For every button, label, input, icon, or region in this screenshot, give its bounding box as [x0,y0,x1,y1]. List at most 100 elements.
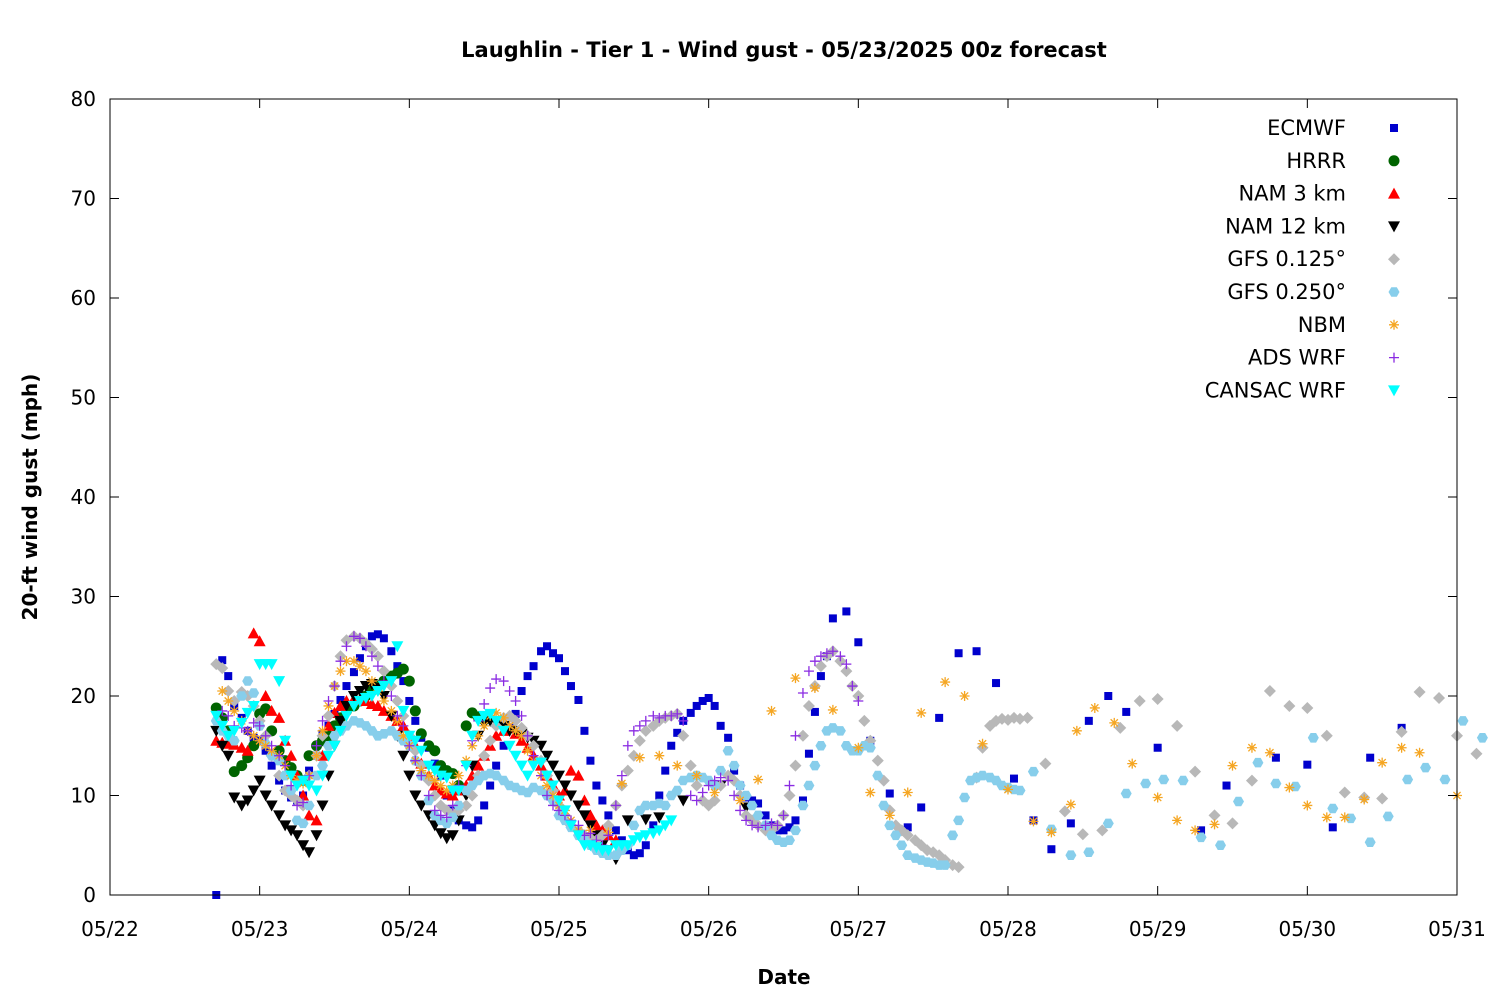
x-tick-label: 05/26 [680,917,738,941]
data-point-cansac-wrf [241,707,254,719]
data-point-cansac-wrf [602,845,615,857]
data-point-ecmwf [810,707,819,716]
data-point-ads-wrf [223,710,234,721]
data-point-gfs-0-125 [1171,719,1184,732]
data-point-nam-12-km [265,800,278,812]
data-point-gfs-0-125 [1338,786,1351,799]
data-point-gfs-0-125 [371,650,384,663]
data-point-ecmwf [1104,692,1113,700]
data-point-ecmwf [543,642,552,651]
data-point-gfs-0-250 [1327,803,1339,814]
data-point-nam-3-km [273,711,286,723]
data-point-nam-12-km [547,760,560,772]
data-point-nam-12-km [535,740,548,752]
data-point-ecmwf [492,761,501,770]
data-point-ads-wrf [516,710,527,721]
data-point-ecmwf [598,796,607,805]
data-point-ads-wrf [760,820,771,831]
data-point-ecmwf [411,716,420,725]
data-point-nam-12-km [347,691,360,702]
data-point-ecmwf [635,849,644,858]
data-point-ads-wrf [323,695,334,706]
y-tick-label: 30 [71,585,96,609]
data-point-gfs-0-250 [1177,775,1189,786]
data-point-nbm [1339,812,1350,823]
data-point-nam-3-km [235,741,248,753]
legend-label-nam-12-km: NAM 12 km [1225,214,1346,238]
data-point-ads-wrf [528,750,539,761]
data-point-nam-12-km [415,800,428,812]
data-point-ads-wrf [628,725,639,736]
data-point-ecmwf [1366,753,1375,762]
data-point-cansac-wrf [665,815,678,827]
data-point-cansac-wrf [466,730,479,742]
data-point-ads-wrf [386,691,397,701]
data-point-ecmwf [954,649,963,658]
data-point-cansac-wrf [409,735,422,747]
data-point-cansac-wrf [572,830,585,842]
data-point-nbm [691,770,702,781]
data-point-nam-3-km [259,690,272,701]
data-point-ecmwf [486,781,495,790]
data-point-nbm [260,740,271,751]
data-point-cansac-wrf [347,700,360,712]
x-tick-label: 05/23 [231,917,289,941]
data-point-ecmwf [828,614,837,623]
data-point-ads-wrf [616,770,627,781]
data-point-gfs-0-250 [864,743,876,753]
data-point-gfs-0-250 [1158,774,1170,785]
data-point-gfs-0-125 [478,749,491,762]
data-point-nam-12-km [639,814,652,826]
data-point-gfs-0-250 [228,736,240,746]
data-point-gfs-0-250 [784,835,795,845]
data-point-nam-3-km [572,769,585,781]
data-point-cansac-wrf [647,828,660,840]
data-point-nam-12-km [653,812,666,824]
data-point-ads-wrf [329,681,340,692]
data-point-nbm [453,770,464,781]
data-point-gfs-0-250 [1102,818,1114,829]
data-point-ecmwf [1122,707,1131,716]
data-point-ecmwf [698,696,707,705]
data-point-cansac-wrf [627,835,640,847]
y-tick-label: 0 [83,883,96,907]
data-point-nbm [378,695,389,706]
data-point-ads-wrf [423,790,434,801]
data-point-nam-12-km [241,795,254,807]
data-point-ads-wrf [435,810,446,821]
data-point-nbm [398,730,409,741]
data-point-ecmwf [629,851,638,860]
data-point-nam-12-km [285,825,298,837]
data-point-nbm [1127,758,1138,769]
data-point-gfs-0-125 [901,829,914,842]
data-point-gfs-0-250 [947,830,959,841]
data-point-nbm [977,738,988,749]
data-point-cansac-wrf [222,730,235,742]
data-point-gfs-0-125 [1263,685,1276,698]
data-point-ads-wrf [640,715,651,726]
legend: ECMWF HRRR NAM 3 km NAM 12 km GFS 0.125° GFS … [1205,116,1400,402]
data-point-ads-wrf [685,790,696,801]
data-point-ads-wrf [498,676,509,687]
data-point-gfs-0-250 [1083,847,1095,857]
data-point-cansac-wrf [322,750,335,762]
data-point-nam-12-km [403,770,416,782]
data-point-gfs-0-250 [939,860,951,870]
data-point-ecmwf [1197,826,1206,835]
data-point-nbm [429,775,440,786]
data-point-nam-12-km [541,750,554,762]
data-point-nam-12-km [397,750,410,762]
data-point-gfs-0-250 [248,688,260,698]
data-point-nbm [479,720,490,731]
data-point-gfs-0-125 [783,789,796,802]
data-point-hrrr [303,750,315,762]
data-point-ads-wrf [491,674,502,685]
x-tick-label: 05/30 [1279,917,1337,941]
data-point-nam-12-km [434,828,447,840]
data-point-ads-wrf [729,790,740,801]
data-point-ecmwf [641,841,650,850]
data-point-ecmwf [972,647,981,656]
data-point-ads-wrf [790,730,801,741]
data-point-cansac-wrf [353,695,366,707]
data-point-nbm [423,770,434,781]
